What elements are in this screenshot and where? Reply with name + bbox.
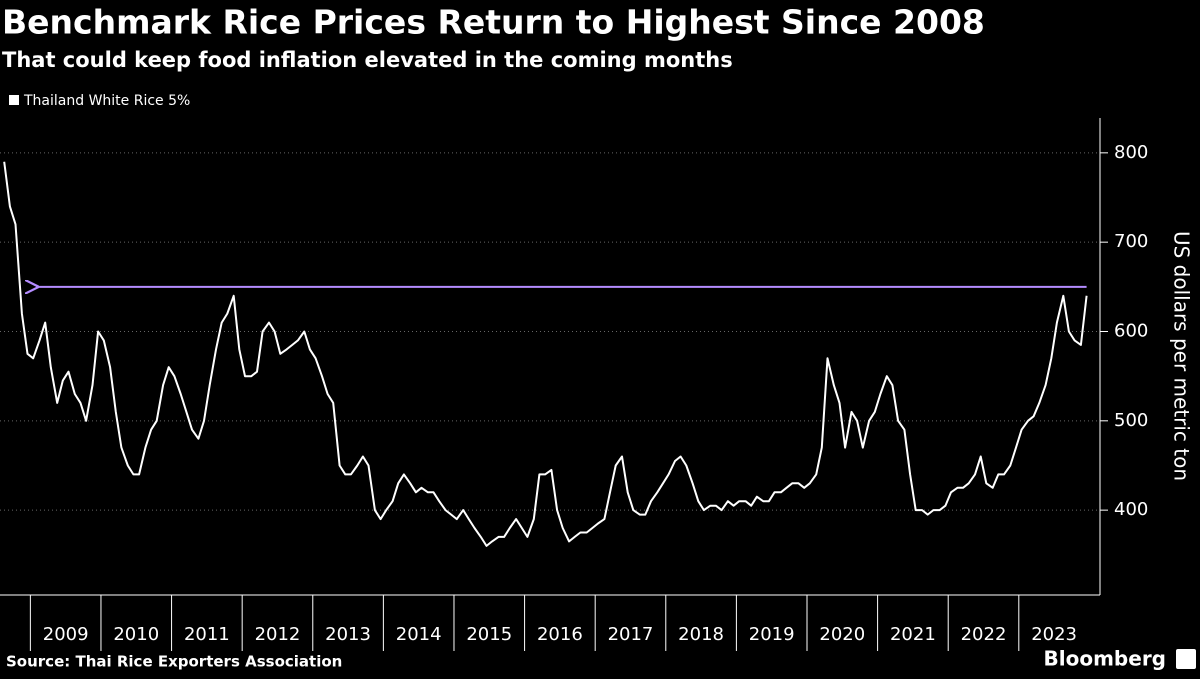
- y-tick-label: 500: [1114, 410, 1148, 431]
- x-tick-label: 2017: [608, 624, 654, 645]
- y-tick-label: 800: [1114, 142, 1148, 163]
- x-tick-label: 2019: [749, 624, 795, 645]
- x-tick-label: 2009: [43, 624, 89, 645]
- brand-icon: [1176, 649, 1196, 669]
- x-tick-label: 2014: [396, 624, 442, 645]
- x-tick-label: 2010: [113, 624, 159, 645]
- series-line: [3, 161, 1088, 547]
- brand: Bloomberg: [1044, 647, 1166, 671]
- y-tick-label: 700: [1114, 231, 1148, 252]
- x-tick-label: 2020: [819, 624, 865, 645]
- x-tick-label: 2015: [466, 624, 512, 645]
- x-tick-label: 2016: [537, 624, 583, 645]
- x-tick-label: 2021: [890, 624, 936, 645]
- y-axis-label: US dollars per metric ton: [1170, 231, 1194, 481]
- x-tick-label: 2023: [1031, 624, 1077, 645]
- legend-swatch: [9, 95, 19, 105]
- x-tick-label: 2022: [961, 624, 1007, 645]
- y-tick-label: 600: [1114, 320, 1148, 341]
- source: Source: Thai Rice Exporters Association: [6, 653, 342, 671]
- x-tick-label: 2011: [184, 624, 230, 645]
- x-tick-label: 2013: [325, 624, 371, 645]
- y-tick-label: 400: [1114, 499, 1148, 520]
- chart-subtitle: That could keep food inflation elevated …: [2, 48, 733, 72]
- x-tick-label: 2018: [678, 624, 724, 645]
- x-tick-label: 2012: [255, 624, 301, 645]
- legend-label: Thailand White Rice 5%: [23, 93, 190, 109]
- chart-title: Benchmark Rice Prices Return to Highest …: [2, 3, 985, 42]
